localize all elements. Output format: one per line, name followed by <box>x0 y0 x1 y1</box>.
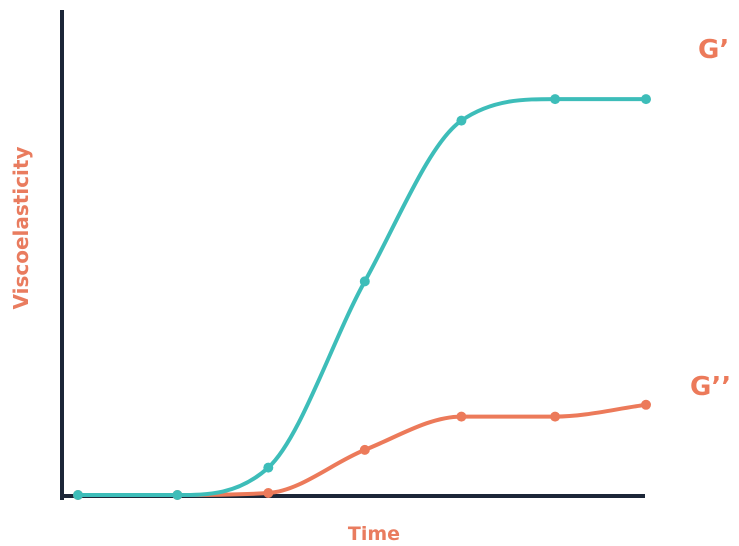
series-1-point-2 <box>263 488 274 498</box>
series-label-g-prime: G’ <box>698 35 729 65</box>
series-0-line <box>76 97 648 498</box>
series-0-point-5 <box>550 94 561 105</box>
series-0-point-4 <box>456 115 467 126</box>
series-0-point-6 <box>641 94 651 105</box>
series-0-point-3 <box>359 276 370 287</box>
series-1-point-6 <box>641 399 651 410</box>
series-layer <box>73 94 651 500</box>
axes <box>60 10 645 500</box>
series-label-g-double-prime: G’’ <box>690 372 731 402</box>
y-axis-label: Viscoelasticity <box>9 146 33 309</box>
x-axis-label: Time <box>348 523 400 545</box>
series-0-point-1 <box>172 490 183 500</box>
series-1 <box>73 399 651 500</box>
series-1-point-3 <box>359 444 370 455</box>
series-0-point-2 <box>263 462 274 473</box>
series-0 <box>73 94 651 500</box>
series-1-point-4 <box>456 411 467 422</box>
series-1-point-5 <box>550 411 561 422</box>
series-labels: G’ G’’ <box>690 35 731 402</box>
series-0-point-0 <box>73 490 83 500</box>
